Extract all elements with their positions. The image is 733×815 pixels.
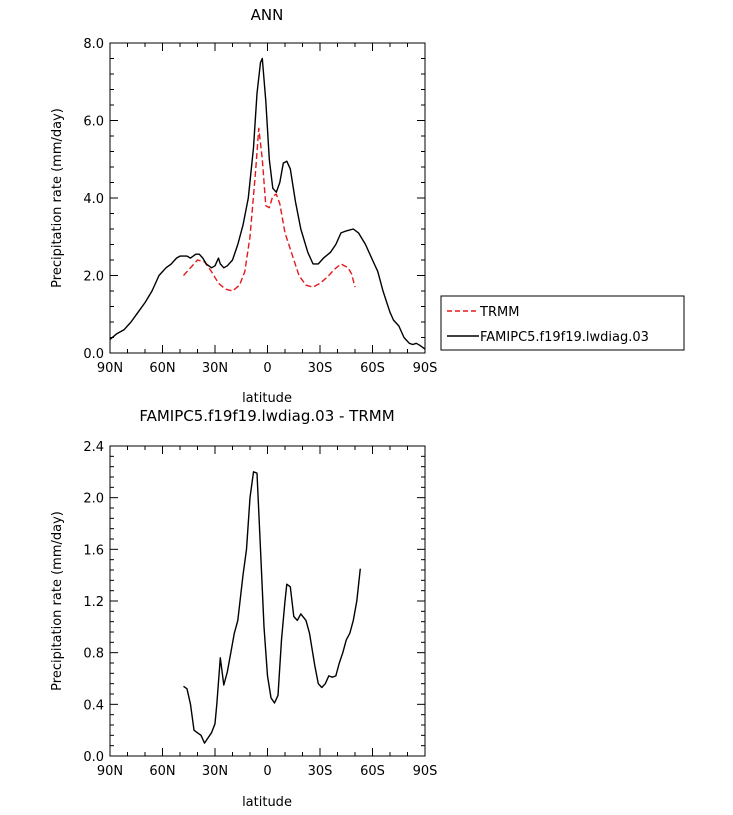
top-x-tick-label: 60N (149, 361, 175, 376)
bottom-series-line-model (183, 471, 361, 744)
top-panel: ANN 90N 60N 30N 0 30S 60S 90S 0.0 2.0 4.0 6.0 8.0 l… (50, 6, 437, 406)
legend-box (440, 295, 685, 351)
bottom-y-tick-label: 1.6 (83, 543, 104, 558)
bottom-y-tick-label: 0.8 (83, 647, 104, 662)
bottom-x-tick-label: 30N (202, 764, 228, 779)
top-series-line-trmm (182, 127, 356, 292)
top-plot-frame (109, 42, 426, 354)
bottom-chart-title: FAMIPC5.f19f19.lwdiag.03 - TRMM (139, 407, 394, 425)
bottom-y-tick-label: 0.4 (83, 698, 104, 713)
top-y-axis-label: Precipitation rate (mm/day) (50, 108, 65, 288)
bottom-y-tick-label: 2.4 (83, 440, 104, 455)
bottom-x-tick-label: 90N (97, 764, 123, 779)
legend-label-model: FAMIPC5.f19f19.lwdiag.03 (480, 330, 649, 345)
bottom-x-tick-label: 30S (308, 764, 333, 779)
legend: TRMM FAMIPC5.f19f19.lwdiag.03 (440, 295, 685, 351)
top-y-tick-label: 6.0 (83, 115, 104, 130)
top-x-tick-label: 90S (413, 361, 438, 376)
top-y-tick-label: 2.0 (83, 270, 104, 285)
legend-label-trmm: TRMM (479, 305, 519, 320)
top-chart-title: ANN (251, 6, 284, 24)
bottom-x-axis-label: latitude (242, 795, 292, 810)
top-x-tick-label: 0 (263, 361, 271, 376)
bottom-y-tick-label: 0.0 (83, 750, 104, 765)
bottom-x-tick-label: 0 (263, 764, 271, 779)
bottom-panel: FAMIPC5.f19f19.lwdiag.03 - TRMM 90N 60N 30… (50, 407, 437, 810)
top-y-tick-label: 8.0 (83, 37, 104, 52)
top-y-tick-label: 0.0 (83, 347, 104, 362)
bottom-y-axis-label: Precipitation rate (mm/day) (50, 511, 65, 691)
bottom-y-tick-label: 2.0 (83, 492, 104, 507)
top-series-line-model (109, 57, 426, 350)
top-x-tick-label: 30N (202, 361, 228, 376)
bottom-x-tick-label: 60S (360, 764, 385, 779)
top-x-axis-label: latitude (242, 391, 292, 406)
top-x-tick-label: 60S (360, 361, 385, 376)
bottom-x-tick-label: 60N (149, 764, 175, 779)
bottom-plot-frame (109, 445, 426, 757)
top-x-tick-label: 90N (97, 361, 123, 376)
top-y-tick-label: 4.0 (83, 192, 104, 207)
top-x-tick-label: 30S (308, 361, 333, 376)
bottom-x-tick-label: 90S (413, 764, 438, 779)
bottom-y-tick-label: 1.2 (83, 595, 104, 610)
